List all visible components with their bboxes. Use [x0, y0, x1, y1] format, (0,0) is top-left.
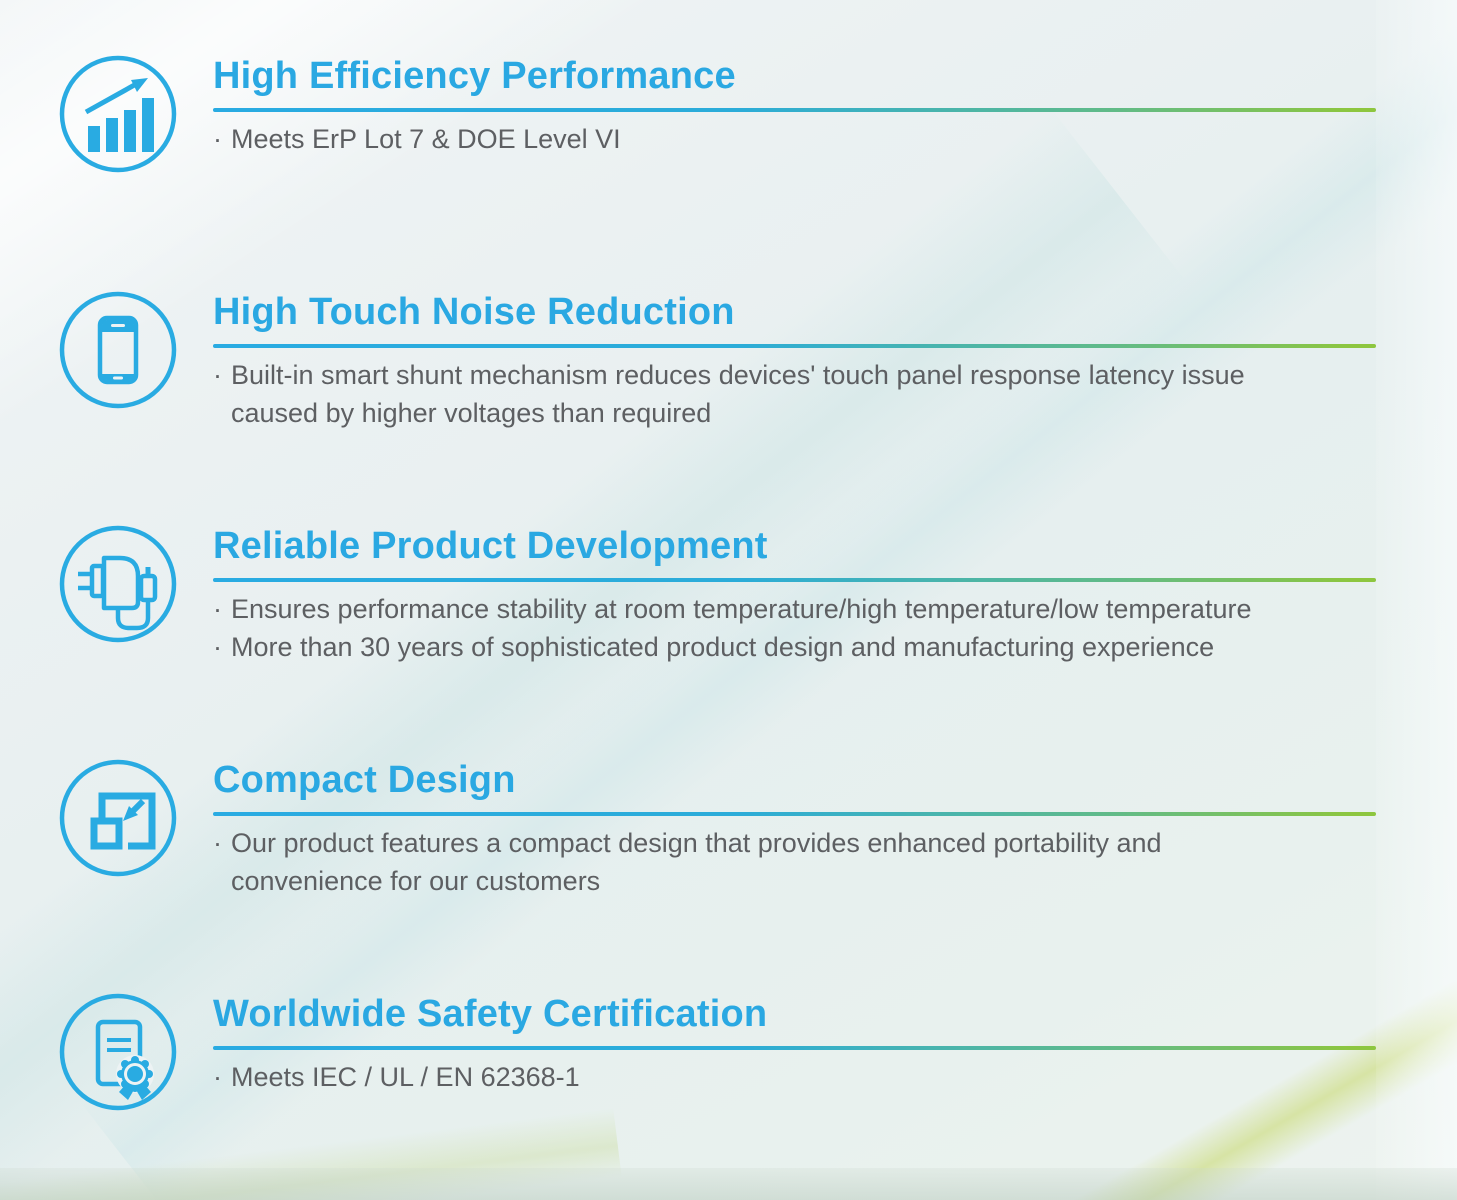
bullet-dot: ·: [213, 632, 222, 662]
bullet-dot: ·: [213, 360, 222, 390]
section-divider: [213, 1046, 1376, 1050]
bullet-text: Our product features a compact design th…: [231, 828, 1162, 858]
bullet-item: · More than 30 years of sophisticated pr…: [213, 628, 1378, 666]
section-title: Worldwide Safety Certification: [213, 993, 768, 1035]
bullet-dot: ·: [213, 594, 222, 624]
section-divider: [213, 812, 1376, 816]
bullet-item: · Meets IEC / UL / EN 62368-1: [213, 1058, 1378, 1096]
bullet-text: Built-in smart shunt mechanism reduces d…: [231, 360, 1245, 390]
feature-section-high-efficiency: High Efficiency Performance · Meets ErP …: [58, 54, 1378, 173]
bullet-dot: ·: [213, 1062, 222, 1092]
compact-resize-icon: [58, 758, 178, 878]
bullet-dot: ·: [213, 828, 222, 858]
bullet-item: · Meets ErP Lot 7 & DOE Level VI: [213, 120, 1378, 158]
bullet-text: convenience for our customers: [231, 866, 601, 896]
bar-chart-growth-icon: [58, 54, 178, 174]
background-green-band-2: [0, 1107, 622, 1200]
bullet-text: caused by higher voltages than required: [231, 398, 712, 428]
section-title: High Efficiency Performance: [213, 55, 736, 97]
bullet-text: Meets IEC / UL / EN 62368-1: [231, 1062, 580, 1092]
section-divider: [213, 108, 1376, 112]
bullet-text: Meets ErP Lot 7 & DOE Level VI: [231, 124, 621, 154]
background-bottom-strip: [0, 1168, 1457, 1200]
power-adapter-icon: [58, 524, 178, 644]
bullet-text: Ensures performance stability at room te…: [231, 594, 1252, 624]
section-title: Reliable Product Development: [213, 525, 768, 567]
section-divider: [213, 344, 1376, 348]
smartphone-icon: [58, 290, 178, 410]
section-divider: [213, 578, 1376, 582]
bullet-item-continuation: · caused by higher voltages than require…: [213, 394, 1378, 432]
bullet-item-continuation: · convenience for our customers: [213, 862, 1378, 900]
feature-section-touch-noise: High Touch Noise Reduction · Built-in sm…: [58, 290, 1378, 432]
bullet-item: · Built-in smart shunt mechanism reduces…: [213, 356, 1378, 394]
feature-section-reliable-development: Reliable Product Development · Ensures p…: [58, 524, 1378, 666]
bullet-item: · Ensures performance stability at room …: [213, 590, 1378, 628]
bullet-dot: ·: [213, 124, 222, 154]
bullet-text: More than 30 years of sophisticated prod…: [231, 632, 1215, 662]
section-title: High Touch Noise Reduction: [213, 291, 735, 333]
certificate-icon: [58, 992, 178, 1112]
section-title: Compact Design: [213, 759, 516, 801]
bullet-item: · Our product features a compact design …: [213, 824, 1378, 862]
feature-section-compact-design: Compact Design · Our product features a …: [58, 758, 1378, 900]
feature-section-safety-certification: Worldwide Safety Certification · Meets I…: [58, 992, 1378, 1111]
background-right-strip: [1376, 0, 1457, 1200]
